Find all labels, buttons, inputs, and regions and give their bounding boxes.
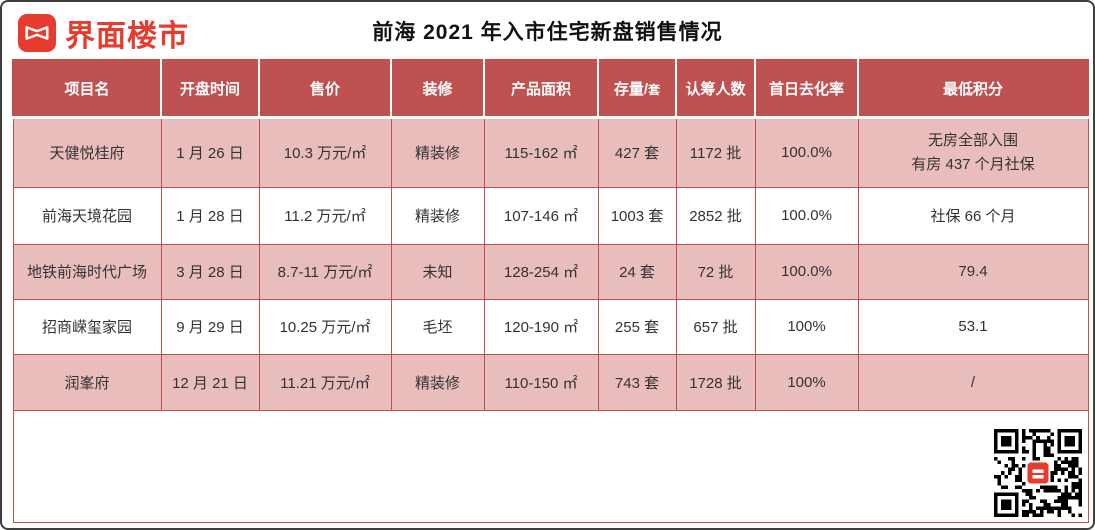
cell-min-score: 53.1	[857, 298, 1089, 355]
cell-subscribers: 1172 批	[675, 116, 756, 188]
table-row: 润峯府 12 月 21 日 11.21 万元/㎡ 精装修 110-150 ㎡ 7…	[12, 353, 1089, 411]
table-row: 天健悦桂府 1 月 26 日 10.3 万元/㎡ 精装修 115-162 ㎡ 4…	[12, 116, 1089, 188]
cell-area: 128-254 ㎡	[483, 243, 599, 300]
cell-min-score: 无房全部入围 有房 437 个月社保	[857, 116, 1089, 188]
top-bar: 界面楼市 前海 2021 年入市住宅新盘销售情况	[2, 2, 1093, 59]
col-header-project: 项目名	[12, 59, 162, 119]
cell-area: 110-150 ㎡	[483, 353, 599, 411]
cell-area: 107-146 ㎡	[483, 186, 599, 245]
cell-project: 前海天境花园	[12, 186, 162, 245]
cell-stock: 1003 套	[597, 186, 677, 245]
cell-subscribers: 2852 批	[675, 186, 756, 245]
qr-code	[993, 428, 1082, 517]
sales-table: 项目名 开盘时间 售价 装修 产品面积 存量/套 认筹人数 首日去化率 最低积分…	[12, 59, 1089, 523]
cell-open-date: 1 月 26 日	[160, 116, 260, 188]
cell-stock: 427 套	[597, 116, 677, 188]
col-header-area: 产品面积	[484, 59, 599, 119]
cell-price: 10.25 万元/㎡	[258, 298, 392, 355]
jiemian-logo-icon	[18, 14, 56, 52]
cell-sellthrough: 100.0%	[754, 186, 859, 245]
cell-subscribers: 72 批	[675, 243, 756, 300]
cell-decoration: 精装修	[390, 116, 485, 188]
cell-decoration: 精装修	[390, 353, 485, 411]
brand: 界面楼市	[18, 11, 189, 55]
cell-area: 120-190 ㎡	[483, 298, 599, 355]
table-row: 地铁前海时代广场 3 月 28 日 8.7-11 万元/㎡ 未知 128-254…	[12, 243, 1089, 300]
cell-decoration: 未知	[390, 243, 485, 300]
cell-price: 11.2 万元/㎡	[258, 186, 392, 245]
col-header-stock: 存量/套	[598, 59, 677, 119]
col-header-min-score: 最低积分	[858, 59, 1089, 119]
cell-stock: 743 套	[597, 353, 677, 411]
cell-stock: 255 套	[597, 298, 677, 355]
cell-stock: 24 套	[597, 243, 677, 300]
cell-price: 8.7-11 万元/㎡	[258, 243, 392, 300]
cell-min-score: /	[857, 353, 1089, 411]
table-row: 招商嵘玺家园 9 月 29 日 10.25 万元/㎡ 毛坯 120-190 ㎡ …	[12, 298, 1089, 355]
cell-min-score: 社保 66 个月	[857, 186, 1089, 245]
cell-open-date: 12 月 21 日	[160, 353, 260, 411]
cell-subscribers: 1728 批	[675, 353, 756, 411]
cell-project: 招商嵘玺家园	[12, 298, 162, 355]
cell-price: 10.3 万元/㎡	[258, 116, 392, 188]
cell-sellthrough: 100%	[754, 298, 859, 355]
col-header-decoration: 装修	[391, 59, 485, 119]
cell-sellthrough: 100.0%	[754, 243, 859, 300]
brand-name: 界面楼市	[65, 20, 189, 53]
cell-project: 润峯府	[12, 353, 162, 411]
table-row: 前海天境花园 1 月 28 日 11.2 万元/㎡ 精装修 107-146 ㎡ …	[12, 186, 1089, 245]
cell-open-date: 3 月 28 日	[160, 243, 260, 300]
cell-area: 115-162 ㎡	[483, 116, 599, 188]
cell-price: 11.21 万元/㎡	[258, 353, 392, 411]
table-header-row: 项目名 开盘时间 售价 装修 产品面积 存量/套 认筹人数 首日去化率 最低积分	[12, 59, 1089, 119]
cell-open-date: 1 月 28 日	[160, 186, 260, 245]
cell-decoration: 毛坯	[390, 298, 485, 355]
cell-sellthrough: 100%	[754, 353, 859, 411]
cell-sellthrough: 100.0%	[754, 116, 859, 188]
cell-min-score: 79.4	[857, 243, 1089, 300]
page-title: 前海 2021 年入市住宅新盘销售情况	[372, 21, 723, 44]
cell-decoration: 精装修	[390, 186, 485, 245]
table-footer-area	[12, 409, 1089, 523]
cell-subscribers: 657 批	[675, 298, 756, 355]
col-header-open-date: 开盘时间	[161, 59, 260, 119]
cell-project: 天健悦桂府	[12, 116, 162, 188]
cell-project: 地铁前海时代广场	[12, 243, 162, 300]
col-header-subscribers: 认筹人数	[676, 59, 756, 119]
col-header-price: 售价	[259, 59, 392, 119]
col-header-sellthrough: 首日去化率	[755, 59, 859, 119]
cell-open-date: 9 月 29 日	[160, 298, 260, 355]
